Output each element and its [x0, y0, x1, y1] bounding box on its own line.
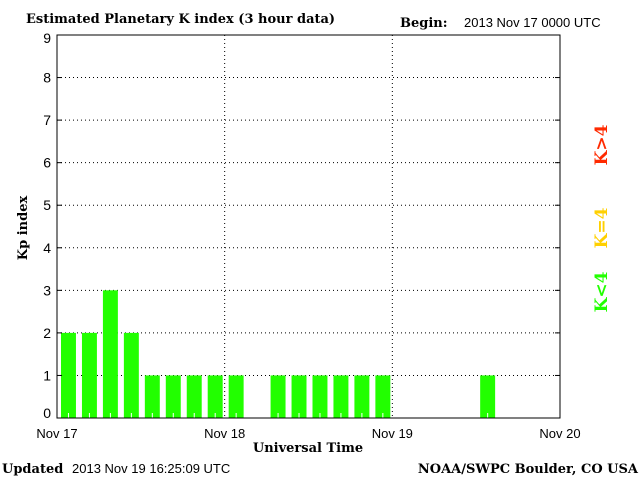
kp-bar	[102, 290, 118, 418]
x-tick-label: Nov 17	[36, 426, 77, 441]
kp-bar	[291, 375, 307, 418]
y-tick-label: 3	[43, 282, 51, 298]
kp-bar	[228, 375, 244, 418]
x-tick-label: Nov 20	[539, 426, 580, 441]
kp-bar	[144, 375, 160, 418]
y-tick-label: 2	[43, 325, 51, 341]
source-credit: NOAA/SWPC Boulder, CO USA	[418, 462, 639, 477]
kp-bar	[333, 375, 349, 418]
kp-bar	[375, 375, 391, 418]
y-tick-label: 7	[43, 112, 51, 128]
y-tick-label: 5	[43, 197, 51, 213]
y-tick-label: 8	[43, 70, 51, 86]
legend-entry: K>4	[592, 124, 612, 165]
y-tick-label: 6	[43, 155, 51, 171]
kp-bar	[61, 332, 76, 418]
y-tick-label: 4	[43, 240, 51, 256]
kp-bar	[312, 375, 328, 418]
y-tick-label: 9	[43, 30, 51, 46]
updated-label: Updated	[2, 462, 63, 477]
kp-bar	[123, 332, 139, 418]
begin-label: Begin:	[400, 16, 448, 31]
chart-title: Estimated Planetary K index (3 hour data…	[26, 12, 335, 27]
y-axis-label: Kp index	[16, 196, 31, 261]
plot-frame	[56, 34, 561, 419]
kp-bar	[354, 375, 370, 418]
kp-bar	[270, 375, 286, 418]
updated-value: 2013 Nov 19 16:25:09 UTC	[72, 461, 230, 476]
x-axis-label: Universal Time	[253, 441, 363, 456]
kp-bar	[207, 375, 223, 418]
legend-entry: K=4	[592, 207, 612, 248]
kp-bar	[186, 375, 202, 418]
y-tick-label: 0	[43, 405, 51, 421]
kp-bar	[81, 332, 97, 418]
legend-entry: K<4	[592, 271, 612, 312]
x-tick-label: Nov 19	[372, 426, 413, 441]
y-tick-label: 1	[43, 367, 51, 383]
kp-bar	[165, 375, 181, 418]
begin-value: 2013 Nov 17 0000 UTC	[464, 15, 601, 30]
x-tick-label: Nov 18	[204, 426, 245, 441]
kp-bar	[480, 375, 496, 418]
